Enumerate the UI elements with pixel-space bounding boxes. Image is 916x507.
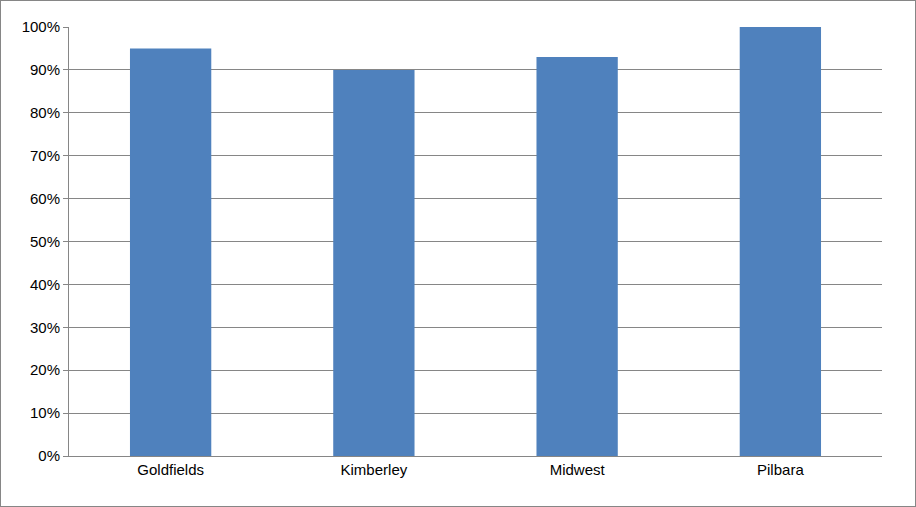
svg-text:90%: 90%: [30, 61, 60, 78]
svg-text:30%: 30%: [30, 319, 60, 336]
svg-text:Pilbara: Pilbara: [757, 461, 804, 478]
svg-text:10%: 10%: [30, 404, 60, 421]
svg-text:Goldfields: Goldfields: [137, 461, 204, 478]
svg-text:Kimberley: Kimberley: [341, 461, 408, 478]
svg-text:70%: 70%: [30, 147, 60, 164]
svg-text:60%: 60%: [30, 190, 60, 207]
svg-text:0%: 0%: [38, 447, 60, 464]
svg-text:100%: 100%: [22, 18, 60, 35]
svg-text:80%: 80%: [30, 104, 60, 121]
svg-text:50%: 50%: [30, 233, 60, 250]
svg-text:40%: 40%: [30, 276, 60, 293]
svg-text:20%: 20%: [30, 361, 60, 378]
svg-text:Midwest: Midwest: [550, 461, 606, 478]
